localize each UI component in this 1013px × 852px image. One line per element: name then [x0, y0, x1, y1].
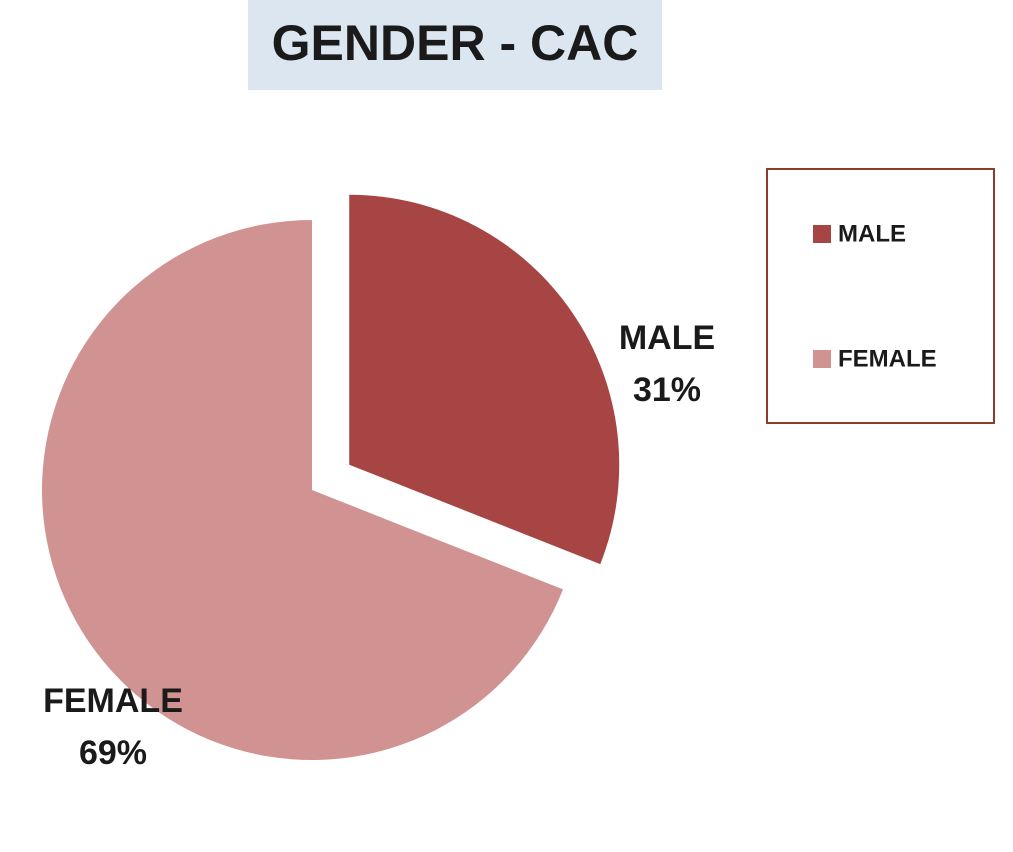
data-label-value: 31%: [633, 371, 701, 409]
legend-swatch: [813, 225, 831, 243]
data-label-category: MALE: [619, 319, 715, 357]
data-label-category: FEMALE: [43, 682, 183, 720]
data-label-value: 69%: [79, 734, 147, 772]
legend-label: MALE: [838, 220, 906, 247]
legend-box: [766, 168, 995, 424]
pie-slice: [349, 194, 620, 565]
chart-title: GENDER - CAC: [272, 15, 639, 71]
legend: MALE FEMALE: [813, 220, 937, 372]
pie-slice: [42, 220, 564, 760]
pie: [42, 194, 620, 760]
title-background: [248, 0, 662, 90]
legend-swatch: [813, 350, 831, 368]
legend-label: FEMALE: [838, 345, 937, 372]
